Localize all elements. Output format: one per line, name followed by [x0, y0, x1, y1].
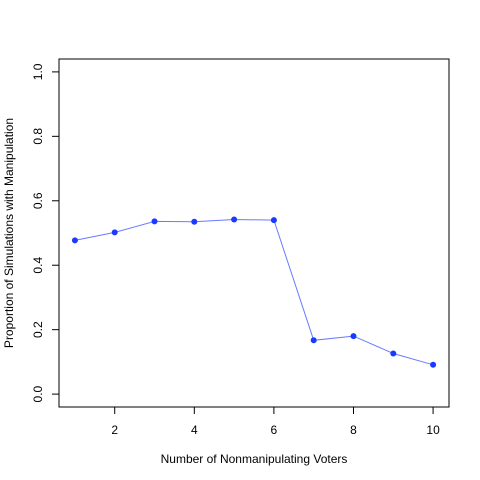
- y-tick-label: 1.0: [31, 63, 45, 80]
- x-tick-label: 8: [350, 423, 357, 437]
- data-point: [111, 229, 118, 236]
- y-tick-label: 0.0: [31, 385, 45, 402]
- data-point: [310, 337, 317, 344]
- y-axis: 0.0 0.2 0.4 0.6 0.8 1.0: [31, 63, 60, 402]
- x-tick-label: 10: [426, 423, 440, 437]
- x-tick-label: 2: [111, 423, 118, 437]
- y-axis-label: Proportion of Simulations with Manipulat…: [2, 118, 16, 348]
- x-axis: 2 4 6 8 10: [111, 406, 440, 437]
- series-line: [74, 218, 434, 366]
- y-tick-label: 0.6: [31, 192, 45, 209]
- data-point: [71, 237, 78, 244]
- data-point: [231, 216, 238, 223]
- y-tick-label: 0.2: [31, 321, 45, 338]
- data-point: [151, 218, 158, 225]
- data-point: [350, 333, 357, 340]
- data-point: [270, 217, 277, 224]
- x-tick-label: 4: [191, 423, 198, 437]
- x-axis-label: Number of Nonmanipulating Voters: [161, 452, 348, 466]
- data-point: [430, 361, 437, 368]
- data-series: [71, 216, 437, 368]
- y-tick-label: 0.4: [31, 257, 45, 274]
- data-point: [191, 218, 198, 225]
- data-point: [390, 350, 397, 357]
- y-tick-label: 0.8: [31, 128, 45, 145]
- x-tick-label: 6: [271, 423, 278, 437]
